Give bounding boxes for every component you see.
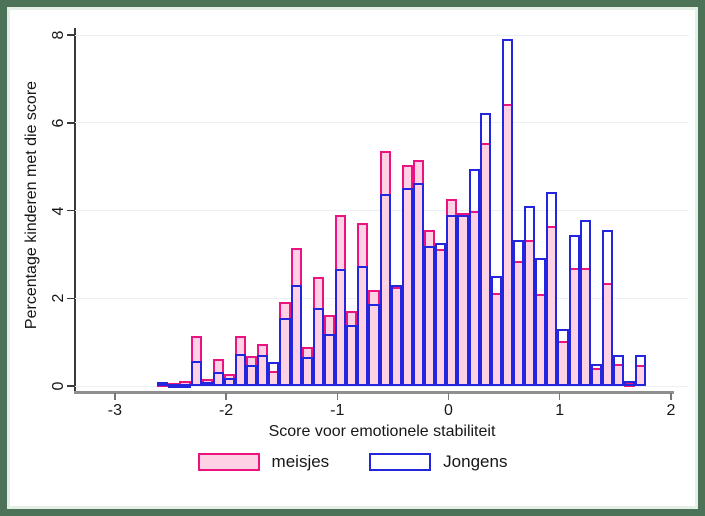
legend-label-jongens: Jongens xyxy=(443,452,508,471)
histogram-bar-jongens xyxy=(212,371,224,386)
y-tick-label: 8 xyxy=(50,30,67,40)
histogram-bar-jongens xyxy=(257,354,269,386)
histogram-bar-jongens xyxy=(579,220,591,386)
histogram-bar-jongens xyxy=(613,354,625,386)
x-tick-label: -1 xyxy=(330,402,345,419)
gridline xyxy=(75,385,689,387)
histogram-bar-jongens xyxy=(412,182,425,386)
histogram-bar-jongens xyxy=(301,356,313,386)
legend-swatch-meisjes xyxy=(197,453,260,471)
y-tick-label: 2 xyxy=(50,293,67,303)
histogram-bar-jongens xyxy=(512,239,525,386)
x-tick xyxy=(558,393,561,400)
histogram-bar-jongens xyxy=(223,377,235,386)
histogram-bar-jongens xyxy=(590,363,602,386)
x-axis-title: Score voor emotionele stabiliteit xyxy=(268,423,496,440)
histogram-bar-jongens xyxy=(346,324,358,386)
histogram-bar-jongens xyxy=(201,382,213,387)
x-tick xyxy=(670,393,672,400)
x-tick xyxy=(447,393,450,400)
histogram-bar-jongens xyxy=(379,193,391,386)
y-tick xyxy=(67,122,74,124)
x-tick-label: 0 xyxy=(444,402,453,419)
histogram-bar-jongens xyxy=(157,382,169,387)
legend-label-meisjes: meisjes xyxy=(271,452,330,471)
histogram-bar-jongens xyxy=(268,361,280,386)
x-tick xyxy=(336,393,339,400)
x-tick-label: -3 xyxy=(107,402,122,419)
histogram-bar-jongens xyxy=(401,188,413,386)
y-tick xyxy=(67,34,74,36)
histogram-bar-jongens xyxy=(501,39,513,386)
x-tick xyxy=(225,393,227,400)
histogram-bar-jongens xyxy=(557,329,569,386)
histogram-bar-jongens xyxy=(457,215,469,386)
gridline xyxy=(75,122,689,124)
histogram-bar-jongens xyxy=(335,268,347,386)
histogram-bar-jongens xyxy=(190,361,202,386)
x-tick xyxy=(114,393,116,400)
legend-swatch-jongens xyxy=(369,453,432,471)
y-tick xyxy=(67,385,74,387)
histogram-bar-jongens xyxy=(368,304,380,386)
histogram-bar-jongens xyxy=(424,245,436,386)
histogram-bar-jongens xyxy=(290,284,302,386)
histogram-bar-jongens xyxy=(479,113,491,386)
histogram-bar-jongens xyxy=(635,354,647,386)
histogram-bar-jongens xyxy=(390,285,402,386)
y-tick xyxy=(67,297,74,300)
histogram-bar-jongens xyxy=(468,168,480,386)
y-tick-label: 4 xyxy=(50,206,67,216)
histogram-bar-jongens xyxy=(357,266,369,386)
histogram-bar-jongens xyxy=(234,353,247,386)
histogram-bar-jongens xyxy=(179,383,191,388)
histogram-bar-jongens xyxy=(168,383,180,388)
histogram-bar-jongens xyxy=(524,206,536,386)
histogram-bar-jongens xyxy=(323,334,336,386)
histogram-bar-jongens xyxy=(601,230,614,386)
histogram-bar-jongens xyxy=(246,364,258,386)
histogram-bar-jongens xyxy=(446,214,458,386)
legend: meisjes Jongens xyxy=(0,452,705,472)
histogram-bar-jongens xyxy=(624,381,636,386)
x-tick-label: 2 xyxy=(666,402,676,419)
y-axis-title: Percentage kinderen met die score xyxy=(23,80,40,330)
x-tick-label: 1 xyxy=(555,402,565,419)
histogram-bar-jongens xyxy=(490,275,502,386)
gridline xyxy=(75,34,689,36)
x-tick-label: -2 xyxy=(218,402,234,419)
histogram-bar-jongens xyxy=(568,235,580,386)
y-tick-label: 6 xyxy=(50,118,67,128)
histogram-bar-jongens xyxy=(279,318,291,386)
x-axis-line xyxy=(73,391,674,394)
y-axis-line xyxy=(73,28,76,393)
histogram-bar-jongens xyxy=(435,243,447,386)
histogram-bar-jongens xyxy=(546,191,558,386)
histogram-bar-jongens xyxy=(312,308,324,386)
y-tick xyxy=(67,209,74,212)
histogram-bar-jongens xyxy=(535,257,547,386)
y-tick-label: 0 xyxy=(50,381,67,391)
